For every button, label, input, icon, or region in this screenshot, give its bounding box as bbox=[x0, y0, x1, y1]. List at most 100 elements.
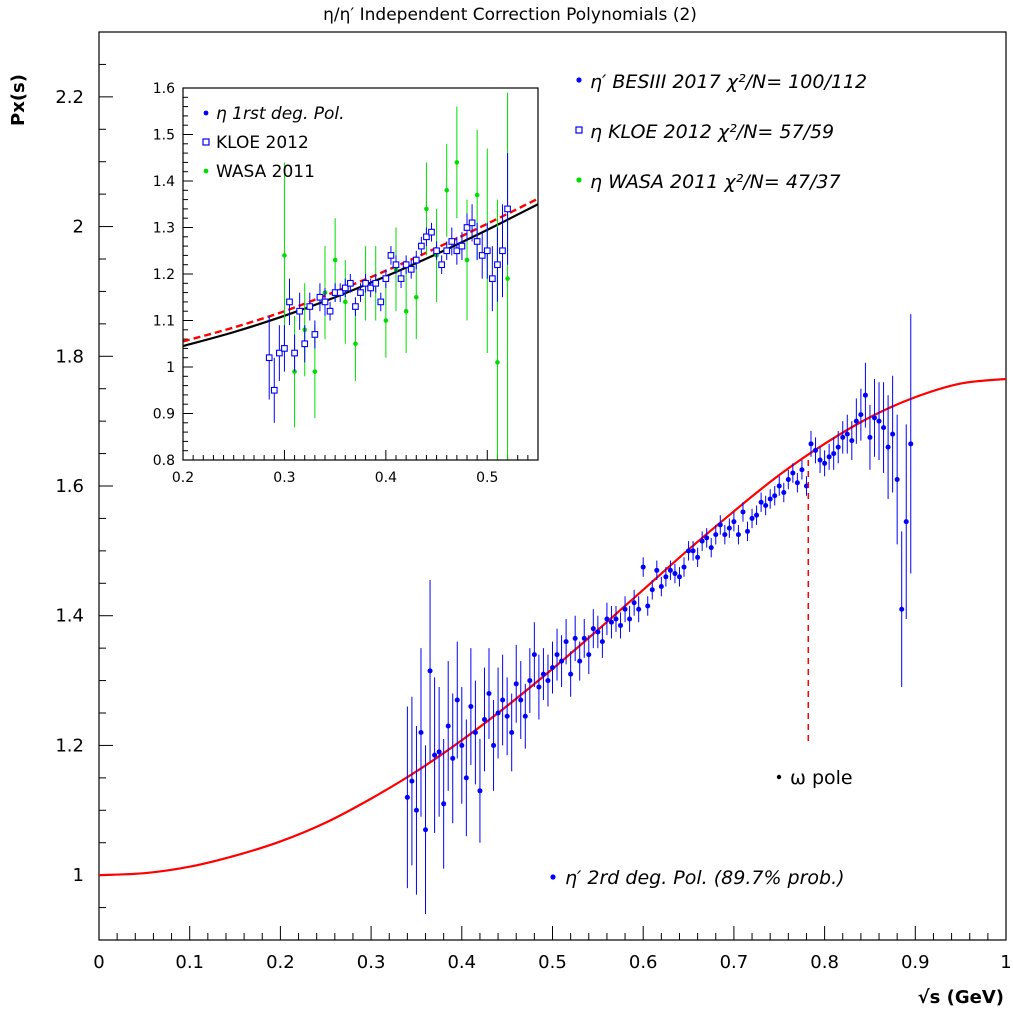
kloe-point bbox=[301, 340, 309, 348]
wasa-point bbox=[312, 369, 318, 374]
kloe-point bbox=[326, 307, 334, 315]
wasa-point bbox=[332, 257, 338, 263]
kloe-point bbox=[291, 349, 298, 357]
wasa-point bbox=[292, 369, 297, 374]
wasa-point bbox=[383, 318, 389, 323]
kloe-point bbox=[316, 293, 324, 301]
wasa-point bbox=[505, 276, 510, 281]
kloe-point bbox=[433, 247, 440, 255]
kloe-point bbox=[321, 298, 329, 306]
kloe-point bbox=[402, 261, 410, 269]
x-tick-label: 0.5 bbox=[538, 952, 567, 973]
kloe-point bbox=[306, 303, 314, 310]
inset-y-tick-label: 1.1 bbox=[153, 314, 175, 330]
data-point bbox=[681, 564, 687, 570]
wasa-point bbox=[282, 253, 287, 258]
inset-x-tick-label: 0.4 bbox=[375, 470, 397, 486]
data-point bbox=[822, 460, 828, 466]
kloe-point bbox=[352, 303, 359, 310]
main-axes: 0 0.1 0.2 0.3 0.4 0.5 0.6 0.7 0.8 0.9 1 1 1.2 1.4 1.6 1… bbox=[55, 31, 1012, 973]
data-point bbox=[858, 412, 864, 418]
kloe-point bbox=[382, 275, 390, 283]
data-point bbox=[590, 626, 596, 632]
data-point bbox=[559, 658, 565, 664]
wasa-point bbox=[353, 341, 358, 347]
kloe-point bbox=[438, 261, 445, 269]
data-point bbox=[722, 532, 728, 538]
data-point bbox=[794, 480, 800, 486]
kloe-point bbox=[270, 386, 278, 394]
inset-legend-wasa-marker bbox=[203, 168, 209, 174]
inset-background bbox=[183, 88, 538, 460]
data-point bbox=[862, 392, 868, 398]
data-point bbox=[835, 444, 841, 450]
data-point bbox=[686, 548, 692, 554]
x-tick-label: 0.7 bbox=[720, 952, 749, 973]
inset-legend-kloe-label: KLOE 2012 bbox=[216, 133, 309, 153]
data-point bbox=[894, 477, 900, 483]
data-point bbox=[636, 606, 642, 612]
kloe-point bbox=[407, 265, 415, 273]
y-tick-label: 2.2 bbox=[55, 87, 84, 108]
data-point bbox=[500, 697, 506, 703]
data-point bbox=[441, 801, 447, 807]
data-point bbox=[767, 496, 773, 502]
data-point bbox=[604, 616, 610, 622]
data-point bbox=[726, 525, 732, 531]
data-point bbox=[468, 704, 474, 710]
y-tick-label: 1.6 bbox=[55, 476, 84, 497]
y-tick-label: 1 bbox=[73, 865, 84, 886]
kloe-point bbox=[357, 289, 364, 296]
data-point bbox=[445, 723, 451, 729]
data-point bbox=[423, 827, 429, 833]
kloe-point bbox=[489, 275, 496, 283]
wasa-point bbox=[403, 308, 409, 314]
data-point bbox=[808, 441, 814, 447]
kloe-point bbox=[372, 279, 380, 287]
data-point bbox=[491, 742, 497, 748]
x-tick-label: 0 bbox=[93, 952, 104, 973]
data-point bbox=[699, 538, 705, 544]
wasa-point bbox=[413, 294, 419, 300]
inset-legend: η 1rst deg. Pol. KLOE 2012 WASA 2011 bbox=[202, 104, 345, 182]
kloe-point bbox=[367, 284, 374, 292]
data-point bbox=[631, 600, 637, 606]
data-point bbox=[785, 477, 791, 483]
data-point bbox=[618, 622, 624, 628]
data-point bbox=[599, 639, 605, 645]
data-point bbox=[418, 729, 424, 735]
data-point bbox=[735, 532, 741, 538]
data-point bbox=[849, 438, 855, 444]
kloe-point bbox=[265, 354, 273, 362]
main-data-points bbox=[404, 314, 914, 915]
data-point bbox=[772, 493, 778, 499]
wasa-point bbox=[474, 192, 480, 198]
data-point bbox=[672, 571, 678, 577]
inset-legend-eta-marker bbox=[203, 110, 209, 116]
data-point bbox=[754, 512, 760, 518]
legend-besiii-marker bbox=[576, 77, 582, 83]
inset-x-tick-label: 0.3 bbox=[273, 470, 295, 486]
data-point bbox=[477, 788, 483, 794]
kloe-point bbox=[443, 247, 451, 255]
y-tick-label: 2 bbox=[73, 217, 84, 238]
data-point bbox=[450, 755, 456, 761]
data-point bbox=[740, 509, 746, 515]
data-point bbox=[826, 454, 832, 460]
data-point bbox=[763, 502, 769, 508]
x-axis-label: √s (GeV) bbox=[918, 987, 1004, 1008]
data-point bbox=[813, 447, 819, 453]
kloe-point bbox=[473, 238, 481, 245]
data-point bbox=[876, 418, 882, 424]
data-point bbox=[563, 639, 569, 645]
kloe-point bbox=[504, 205, 511, 213]
y-tick-label: 1.8 bbox=[55, 346, 84, 367]
data-point bbox=[522, 713, 528, 719]
data-point bbox=[663, 574, 669, 580]
data-point bbox=[509, 729, 515, 735]
inset-x-tick-label: 0.5 bbox=[476, 470, 498, 486]
data-point bbox=[640, 564, 646, 570]
omega-pole-label: ω pole bbox=[790, 767, 853, 789]
chart-title: η/η′ Independent Correction Polynomials … bbox=[323, 5, 697, 25]
data-point bbox=[649, 587, 655, 593]
